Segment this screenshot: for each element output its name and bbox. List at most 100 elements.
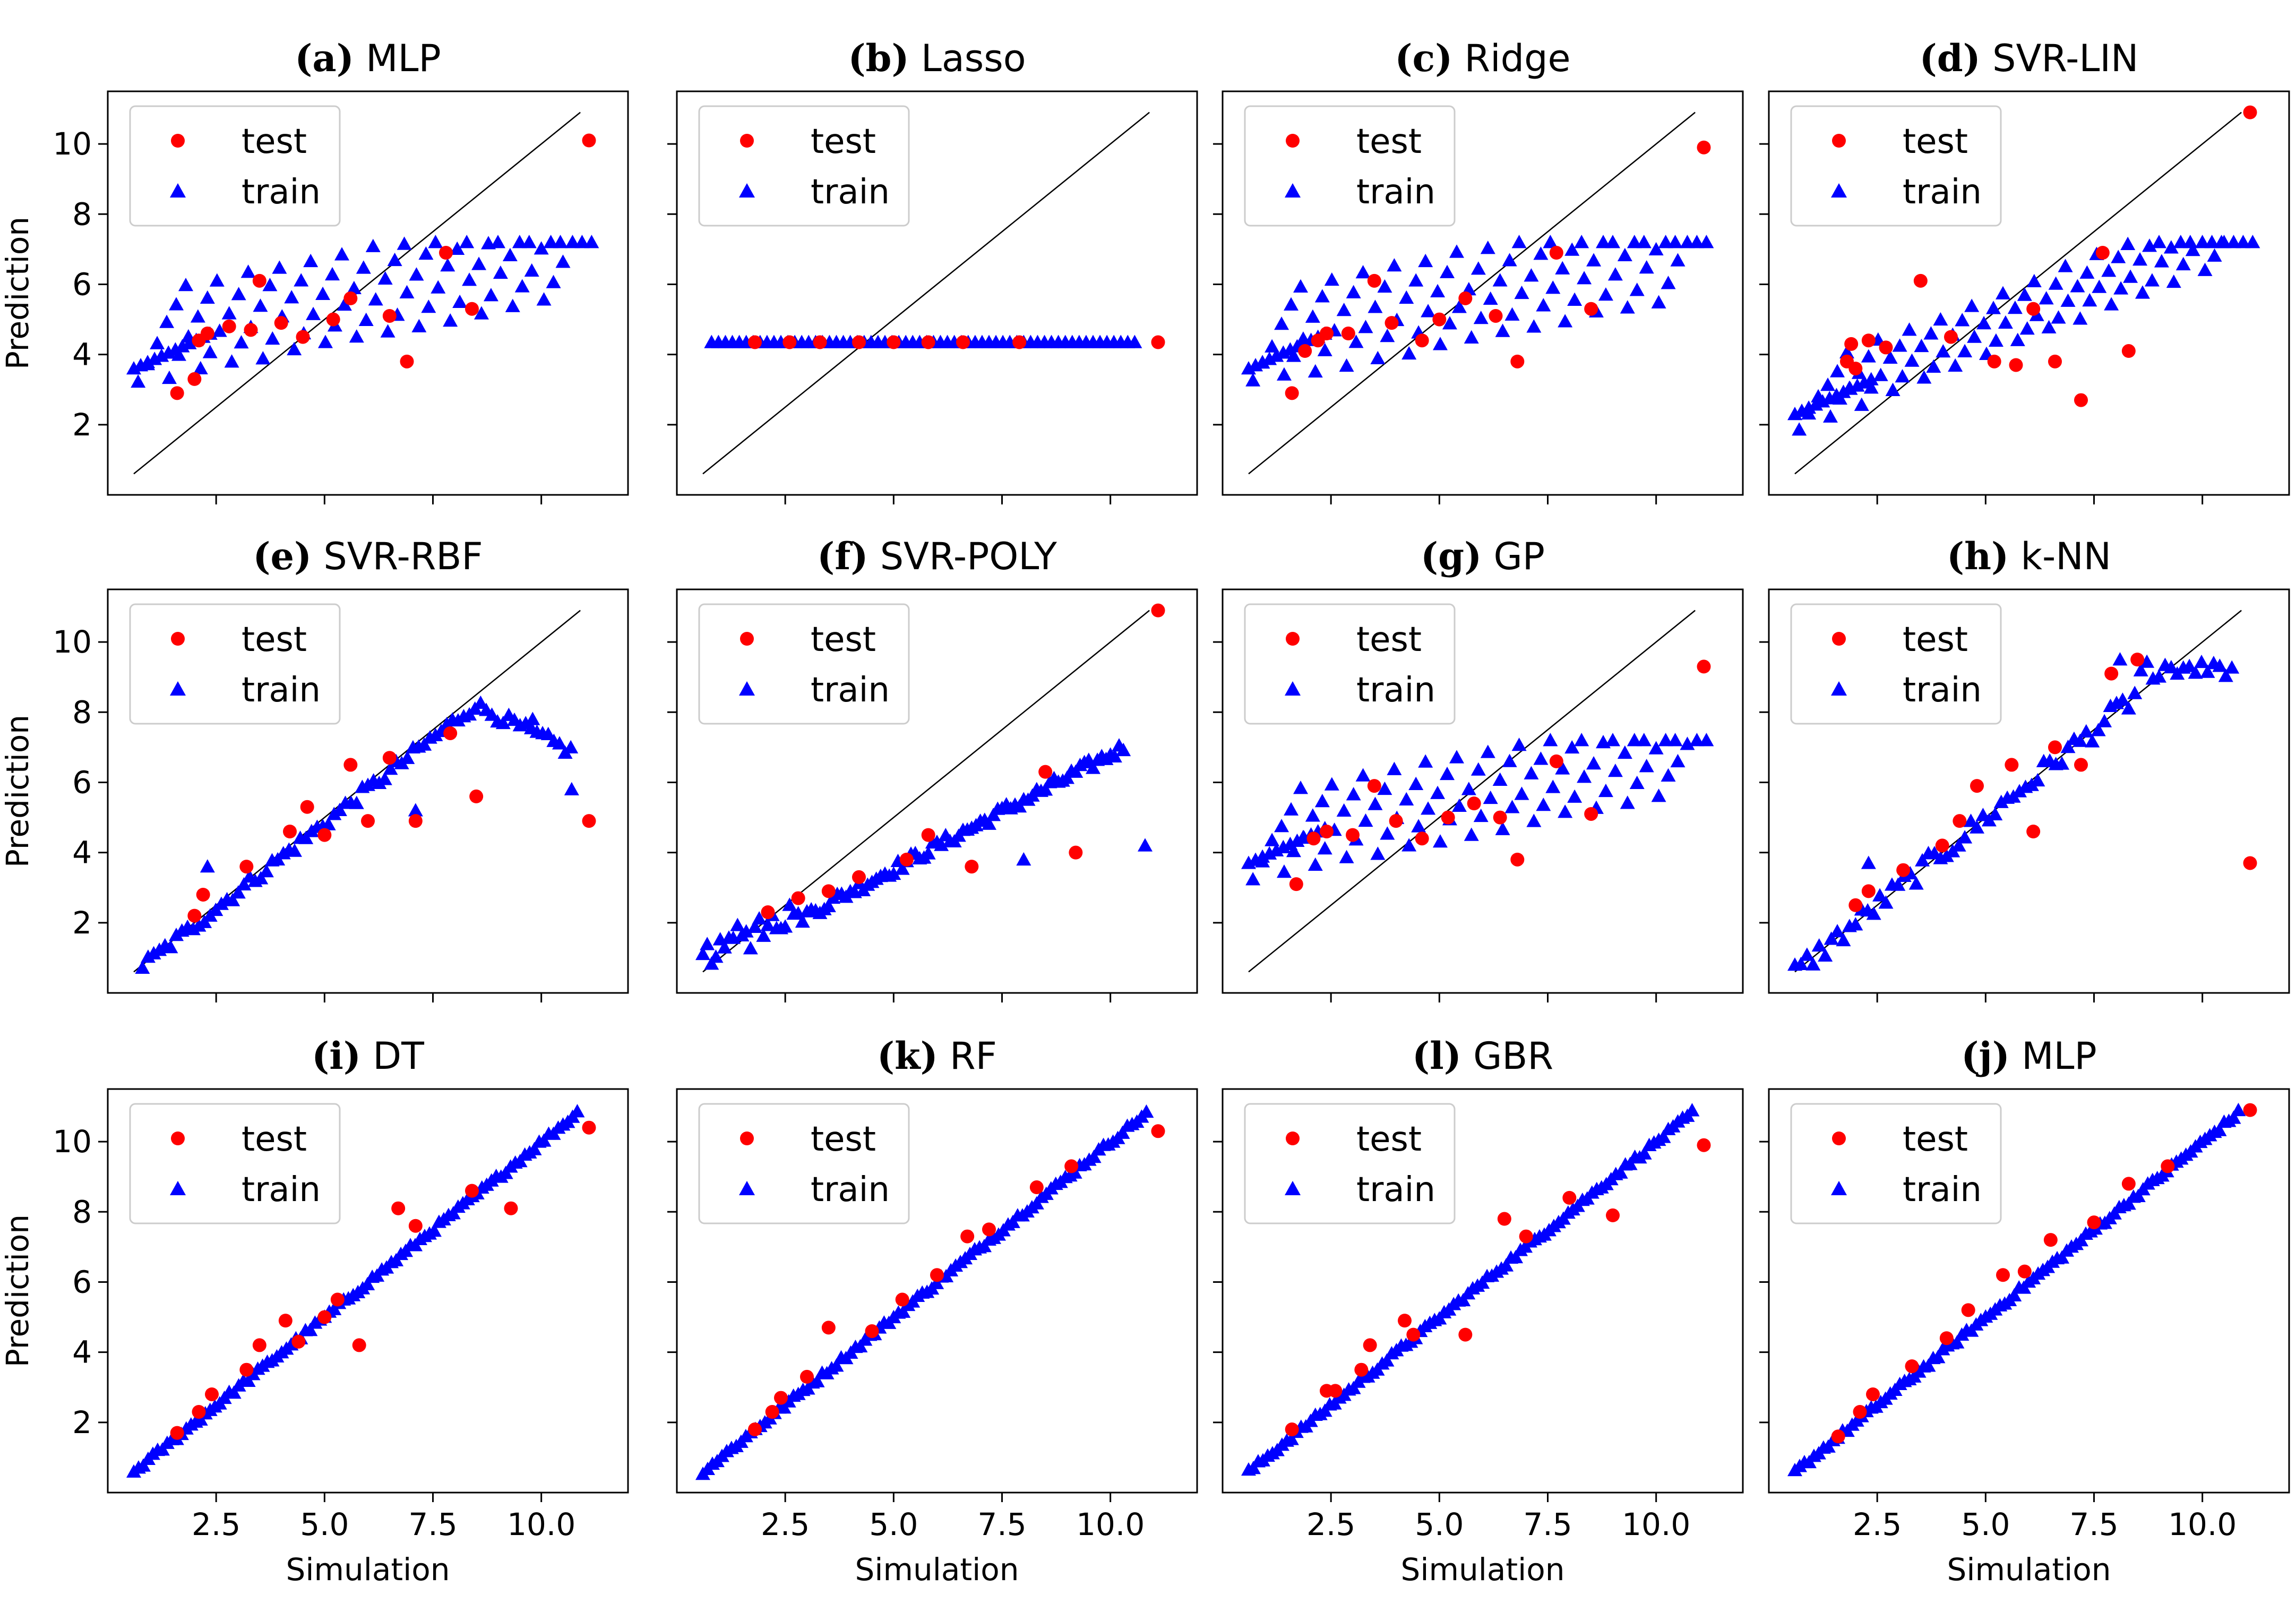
legend-train-label: train: [1356, 173, 1435, 212]
test-point: [391, 1201, 406, 1215]
train-point: [1440, 264, 1455, 278]
train-point: [2235, 235, 2251, 248]
train-point: [2226, 1110, 2241, 1124]
test-point: [1432, 312, 1447, 327]
train-point: [202, 345, 218, 358]
train-point: [1577, 271, 1592, 285]
plot-frame: [676, 588, 1198, 994]
y-tick-label: 8: [72, 1194, 92, 1230]
train-point: [303, 1323, 318, 1336]
legend-train-label: train: [1356, 671, 1435, 710]
train-point: [1308, 857, 1323, 871]
test-point: [1844, 337, 1859, 351]
test-point: [921, 335, 935, 349]
train-point: [2026, 273, 2042, 288]
train-point: [1480, 241, 1495, 254]
train-point: [495, 715, 511, 730]
train-point: [1293, 781, 1308, 794]
train-point: [212, 323, 227, 337]
train-point: [1830, 364, 1845, 378]
panel-title-model: MLP: [2010, 1034, 2097, 1078]
train-point: [1377, 781, 1392, 795]
test-point: [317, 828, 332, 842]
test-point: [2243, 856, 2257, 870]
train-point: [2226, 235, 2241, 248]
train-point: [1648, 741, 1664, 755]
train-point: [409, 267, 424, 281]
train-point: [1305, 309, 1320, 323]
test-point: [1961, 1303, 1975, 1317]
train-point: [1617, 745, 1632, 759]
test-point: [800, 1369, 814, 1384]
panel-title-letter: (b): [848, 36, 909, 80]
train-point: [2073, 311, 2088, 325]
train-point: [2048, 276, 2063, 290]
train-point: [135, 1458, 151, 1472]
train-point: [1988, 333, 2003, 347]
panel-2: (b) Lasso test train: [667, 36, 1198, 504]
train-point: [230, 885, 246, 899]
train-point: [708, 949, 724, 963]
train-point: [193, 361, 208, 375]
plot-frame: [107, 588, 629, 994]
train-point: [1543, 235, 1558, 248]
legend-test-marker: [171, 134, 185, 148]
train-point: [387, 252, 402, 267]
train-point: [287, 341, 302, 356]
test-point: [1406, 1327, 1421, 1342]
train-point: [1284, 297, 1299, 311]
train-point: [334, 247, 349, 261]
train-point: [540, 726, 556, 740]
train-point: [1440, 766, 1455, 781]
test-point: [1467, 796, 1481, 811]
train-point: [982, 816, 996, 830]
panel-title: (l) GBR: [1412, 1034, 1553, 1078]
train-point: [2030, 773, 2045, 787]
legend-test-label: test: [242, 122, 307, 161]
test-point: [2087, 1215, 2101, 1230]
test-point: [439, 246, 453, 260]
train-point: [1637, 1146, 1652, 1160]
train-point: [1526, 319, 1542, 333]
panel-title: (h) k-NN: [1947, 534, 2111, 578]
y-tick-label: 2: [72, 1404, 92, 1441]
train-point: [1822, 409, 1838, 423]
panel-title: (g) GP: [1421, 534, 1545, 578]
train-point: [1499, 1258, 1514, 1272]
train-point: [1998, 315, 2013, 329]
train-point: [1564, 242, 1580, 256]
train-point: [1607, 764, 1623, 777]
train-point: [2224, 660, 2240, 674]
test-point: [205, 1387, 219, 1401]
test-point: [2005, 758, 2019, 772]
train-point: [2173, 235, 2188, 248]
train-point: [896, 1304, 911, 1318]
panel-title-letter: (g): [1421, 534, 1482, 578]
legend-test-label: test: [242, 620, 307, 659]
train-point: [493, 265, 508, 279]
test-point: [821, 884, 836, 898]
train-point: [1502, 253, 1517, 267]
plot-frame: [1768, 90, 2290, 496]
train-point: [1923, 326, 1939, 340]
panel-4: (d) SVR-LIN test train: [1759, 36, 2290, 504]
test-point: [443, 726, 458, 740]
test-point: [582, 133, 596, 148]
train-point: [1038, 782, 1053, 796]
train-point: [443, 313, 458, 327]
train-point: [1314, 794, 1330, 808]
test-point: [1029, 1180, 1044, 1195]
panel-title-letter: (l): [1412, 1034, 1461, 1078]
plot-frame: [107, 90, 629, 496]
test-point: [1012, 335, 1027, 349]
train-point: [1598, 783, 1613, 798]
train-point: [1661, 768, 1676, 782]
train-point: [1792, 422, 1807, 436]
train-point: [1680, 736, 1695, 750]
train-point: [502, 247, 518, 262]
train-point: [474, 306, 489, 320]
train-point: [1605, 235, 1620, 248]
train-point: [543, 235, 558, 248]
train-point: [298, 830, 314, 844]
y-tick-label: 4: [72, 835, 92, 871]
